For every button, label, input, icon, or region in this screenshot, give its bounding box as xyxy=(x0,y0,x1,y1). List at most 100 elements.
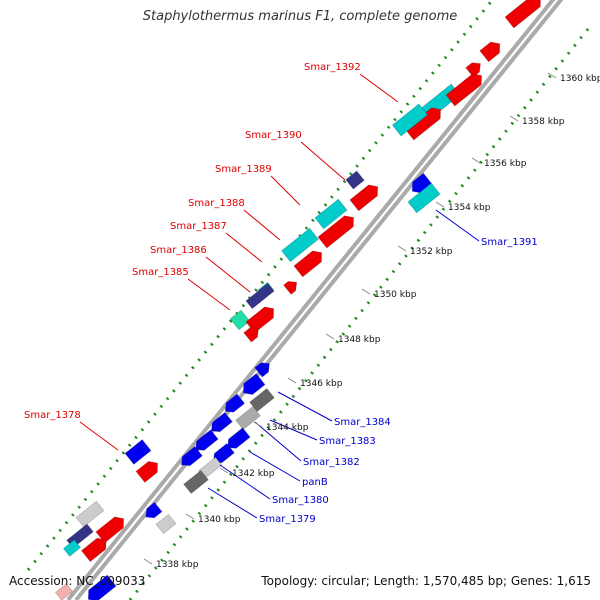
tick-connector xyxy=(143,558,153,565)
tick-connector xyxy=(471,157,481,164)
kbp-tick-label: 1344 kbp xyxy=(266,423,309,433)
forward-leader-line xyxy=(79,421,119,451)
gene-block xyxy=(317,215,355,249)
gene-block xyxy=(62,539,82,557)
gene-block xyxy=(243,327,260,343)
tick-connector xyxy=(547,72,557,79)
gene-labels: Smar_1378 Smar_1385 Smar_1386 Smar_1387 Smar… xyxy=(24,62,538,525)
forward-gene-label: Smar_1389 xyxy=(215,164,272,175)
forward-gene-label: Smar_1378 xyxy=(24,410,81,421)
gene-block xyxy=(80,537,107,563)
tick-connector xyxy=(397,245,407,252)
kbp-tick-label: 1340 kbp xyxy=(198,515,241,525)
gene-block xyxy=(135,460,159,484)
forward-leader-line xyxy=(205,256,251,293)
gene-block xyxy=(254,362,271,378)
gene-block xyxy=(280,227,320,263)
forward-gene-label: Smar_1386 xyxy=(150,245,207,256)
tick-dotted-line xyxy=(26,0,495,571)
forward-leader-line xyxy=(359,73,399,103)
reverse-gene-label: Smar_1382 xyxy=(303,457,360,468)
gene-block xyxy=(349,184,379,212)
gene-block xyxy=(248,387,276,413)
gene-block xyxy=(245,282,275,310)
reverse-leader-line xyxy=(435,209,480,242)
tick-connector xyxy=(287,377,297,384)
gene-block xyxy=(314,198,348,230)
reverse-leader-line xyxy=(207,487,258,519)
gene-block xyxy=(282,280,298,296)
reverse-leader-line xyxy=(219,464,271,500)
forward-gene-label: Smar_1388 xyxy=(188,198,245,209)
gene-block xyxy=(293,250,323,278)
label-leader-lines xyxy=(79,73,480,519)
kbp-tick-label: 1338 kbp xyxy=(156,560,199,570)
gene-block xyxy=(182,469,210,495)
gene-block xyxy=(227,427,251,449)
gene-block xyxy=(234,405,262,431)
genome-backbone xyxy=(66,0,564,600)
forward-gene-label: Smar_1385 xyxy=(132,267,189,278)
reverse-leader-line xyxy=(277,391,333,422)
forward-leader-line xyxy=(187,278,231,311)
backbone-line xyxy=(74,0,564,600)
reverse-gene-label: panB xyxy=(302,477,328,488)
reverse-gene-label: Smar_1379 xyxy=(259,514,316,525)
gene-block xyxy=(54,583,74,600)
gene-block xyxy=(504,0,542,29)
tick-connector xyxy=(361,288,371,295)
kbp-tick-label: 1346 kbp xyxy=(300,379,343,389)
gene-block xyxy=(345,170,365,190)
gene-block xyxy=(145,501,163,519)
gene-block xyxy=(242,372,266,396)
forward-gene-label: Smar_1387 xyxy=(170,221,227,232)
tick-connector xyxy=(325,333,335,340)
kbp-tick-labels: 1338 kbp 1340 kbp 1342 kbp 1344 kbp 1346 kbp… xyxy=(143,72,600,570)
reverse-gene-label: Smar_1383 xyxy=(319,436,376,447)
tick-connector xyxy=(435,201,445,208)
accession-text: Accession: NC_009033 xyxy=(9,574,146,588)
gene-block xyxy=(210,411,234,433)
kbp-tick-label: 1356 kbp xyxy=(484,159,527,169)
forward-gene-label: Smar_1392 xyxy=(304,62,361,73)
reverse-leader-line xyxy=(269,419,318,441)
reverse-gene-label: Smar_1384 xyxy=(334,417,391,428)
gene-block xyxy=(404,107,442,141)
kbp-tick-label: 1350 kbp xyxy=(374,290,417,300)
gene-block xyxy=(224,393,246,413)
kbp-tick-label: 1360 kbp xyxy=(560,74,600,84)
reverse-leader-line xyxy=(254,421,302,462)
gene-block xyxy=(407,182,441,214)
gene-track xyxy=(54,0,542,600)
tick-connector xyxy=(253,421,263,428)
tick-connector xyxy=(509,115,519,122)
gene-block xyxy=(445,73,483,107)
reverse-gene-label: Smar_1391 xyxy=(481,237,538,248)
kbp-tick-label: 1342 kbp xyxy=(232,469,275,479)
reverse-leader-line xyxy=(249,451,301,482)
gene-block xyxy=(155,513,177,535)
tick-connector xyxy=(185,513,195,520)
forward-gene-label: Smar_1390 xyxy=(245,130,302,141)
kbp-tick-label: 1358 kbp xyxy=(522,117,565,127)
gene-block xyxy=(229,309,251,331)
gene-block xyxy=(479,41,501,63)
kbp-tick-label: 1348 kbp xyxy=(338,335,381,345)
gene-block xyxy=(75,500,105,528)
forward-leader-line xyxy=(300,141,346,181)
tick-connector xyxy=(219,467,229,474)
map-title: Staphylothermus marinus F1, complete gen… xyxy=(142,9,458,24)
gene-block xyxy=(195,429,219,451)
reverse-gene-label: Smar_1380 xyxy=(272,495,329,506)
tick-dotted-line xyxy=(128,23,594,600)
backbone-line xyxy=(66,0,556,600)
forward-leader-line xyxy=(270,175,301,206)
gene-block xyxy=(391,103,429,137)
forward-leader-line xyxy=(225,232,263,263)
gene-block xyxy=(180,445,204,467)
topology-text: Topology: circular; Length: 1,570,485 bp… xyxy=(261,574,591,588)
gene-block xyxy=(87,574,117,600)
gene-block xyxy=(124,438,152,466)
forward-leader-line xyxy=(243,209,281,241)
